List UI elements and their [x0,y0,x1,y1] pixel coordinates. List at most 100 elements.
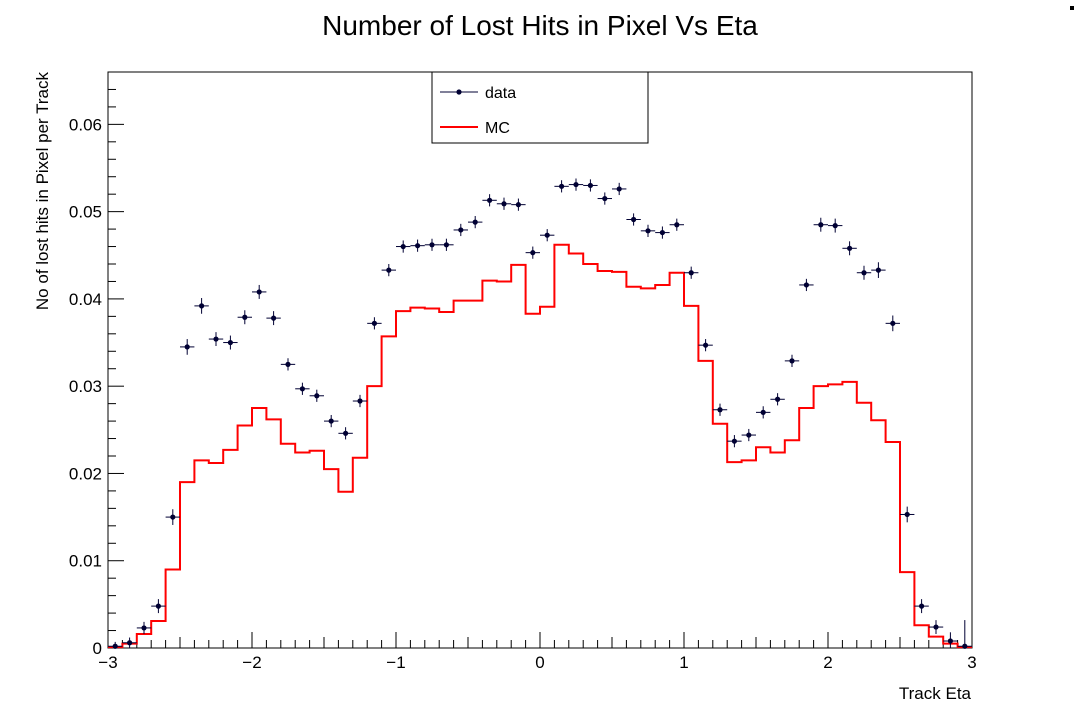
data-point-marker [875,267,882,273]
x-tick-label: −1 [386,653,405,672]
data-point [396,240,411,253]
data-point [828,218,843,233]
data-point [136,621,152,635]
data-point-marker [947,638,954,644]
data-point-marker [371,320,377,326]
data-point [784,354,800,367]
data-point-marker [328,418,334,424]
data-point [914,599,929,614]
data-point-marker [256,289,262,295]
data-point-marker [112,643,118,649]
data-point-marker [501,201,507,207]
data-point [626,213,641,226]
data-point [900,506,915,523]
data-point-marker [227,339,233,346]
data-point-marker [314,393,320,399]
data-point-marker [962,643,968,649]
legend-data-marker [456,89,462,95]
y-tick-label: 0.03 [69,377,102,396]
data-point [842,241,857,256]
data-point [151,599,166,614]
data-point-marker [731,438,738,444]
x-tick-label: 1 [679,653,688,672]
data-point [324,414,339,428]
canvas-corner-marker [1070,6,1074,10]
mc-histogram-line [108,243,972,649]
data-point [194,298,209,314]
data-point [180,339,195,355]
data-point [453,223,468,237]
data-point [957,620,972,649]
data-point [367,317,382,330]
x-tick-label: −2 [242,653,261,672]
y-tick-label: 0.01 [69,552,102,571]
data-point-marker [242,314,248,320]
data-point [856,265,872,280]
data-point [885,315,900,332]
data-point [165,509,180,525]
data-point-marker [429,242,435,248]
data-point [525,246,540,259]
legend: data MC [431,71,649,144]
data-point [496,197,512,210]
data-point [108,641,123,649]
data-point-marker [587,182,594,189]
y-tick-label: 0.02 [69,464,102,483]
data-point-marker [458,227,464,233]
data-point-marker [184,344,190,350]
data-point [237,310,252,325]
data-point [756,406,771,419]
data-point [583,179,598,192]
data-point-marker [890,320,896,326]
data-point [712,403,728,416]
data-point [252,284,267,299]
data-point [568,178,584,191]
data-point [669,218,684,231]
data-point [266,311,281,326]
data-point-marker [357,398,363,404]
data-point-marker [703,342,709,348]
data-point-marker [400,243,406,250]
data-point-marker [472,219,478,225]
data-point-marker [847,245,853,251]
data-series [108,178,972,649]
data-point [511,198,526,211]
data-point-marker [919,603,925,609]
data-point [468,216,483,229]
data-point-marker [443,242,449,248]
data-point-marker [760,409,766,415]
data-point-marker [616,186,622,192]
data-point-marker [645,228,651,234]
data-point-marker [386,267,392,273]
legend-data-label: data [485,85,516,102]
data-point [770,393,785,406]
data-point-marker [170,514,176,520]
data-point-marker [659,229,666,236]
data-point [799,278,814,292]
data-point-marker [746,432,752,438]
mc-series [108,243,972,649]
data-point [482,194,497,207]
y-tick-label: 0 [93,639,102,658]
data-point-marker [213,336,219,342]
data-point-marker [544,232,550,238]
x-axis-label: Track Eta [899,684,972,703]
data-point-marker [933,624,939,630]
data-point-marker [515,202,522,208]
data-point [928,620,944,635]
data-point [352,394,368,408]
y-axis-label: No of lost hits in Pixel per Track [33,72,52,311]
data-point [684,266,699,279]
data-point [655,226,670,239]
chart-title: Number of Lost Hits in Pixel Vs Eta [322,10,758,41]
data-point [424,238,440,251]
data-point [943,632,958,648]
data-point [439,238,454,251]
data-point [309,389,324,402]
data-point [871,262,886,278]
data-point [698,339,713,352]
data-point [295,382,310,395]
data-point-marker [803,282,810,288]
data-point-marker [775,396,781,402]
data-point-marker [127,640,133,646]
